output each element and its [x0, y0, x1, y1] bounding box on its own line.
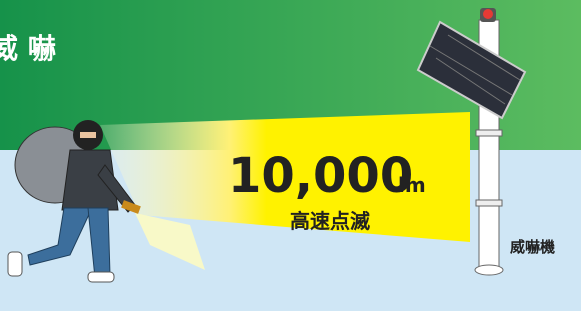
device-label: 威嚇機: [510, 238, 555, 256]
scene: 威 嚇 10,000 lm 高速点滅 威嚇機: [0, 0, 581, 311]
title: 威 嚇: [0, 32, 56, 65]
caption: 高速点滅: [290, 209, 370, 233]
lumen-value: 10,000: [228, 148, 413, 204]
lumen-unit: lm: [398, 173, 426, 197]
